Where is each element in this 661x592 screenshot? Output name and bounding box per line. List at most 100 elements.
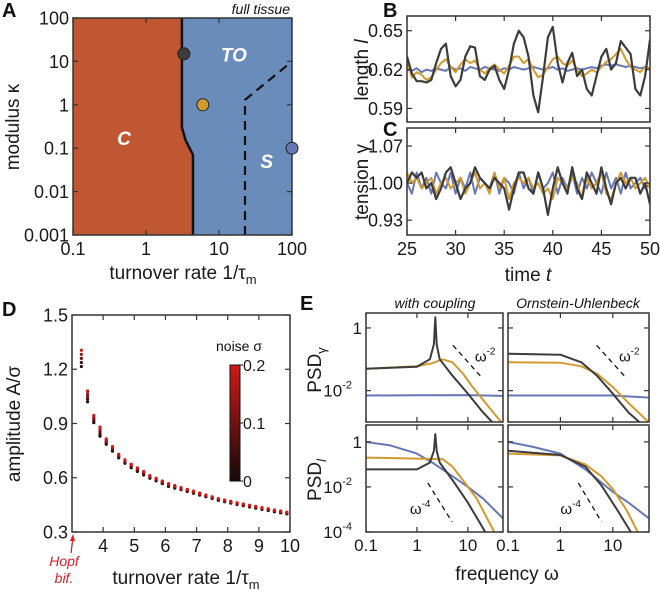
amplitude-point	[285, 510, 289, 514]
region-label-s: S	[260, 152, 273, 173]
panel-c-x-tick-label: 45	[591, 239, 611, 259]
amplitude-point	[254, 504, 258, 508]
panel-e-l-ou-series-dark	[508, 449, 632, 532]
amplitude-point	[129, 462, 133, 466]
panel-e-gamma-ou-series-dark	[508, 352, 640, 422]
panel-e-l-coupling-slope-label: ω-4	[410, 499, 431, 518]
panel-e-l-ou-x-tick-label: 10	[603, 536, 622, 555]
panel-c-xlabel-var: t	[546, 265, 552, 286]
panel-e-l-coupling-tick-exponent: -2	[342, 476, 352, 488]
amplitude-point	[185, 487, 189, 491]
amplitude-point	[229, 499, 233, 503]
panel-b-ylabel-main: length	[352, 49, 373, 101]
panel-e-l-coupling-x-tick-label: 10	[458, 536, 477, 555]
amplitude-point	[179, 485, 183, 490]
panel-c-x-tick-label: 25	[397, 239, 417, 259]
panel-e-l-coupling-tick-label: 1	[353, 433, 362, 452]
panel-a-frame	[72, 17, 293, 236]
panel-e-gamma-coupling-slope-guide	[452, 344, 484, 380]
amplitude-point	[241, 502, 245, 506]
panel-e-gamma-ou-slope-guide	[596, 344, 628, 380]
panel-e-gamma-coupling-slope-label: ω-2	[475, 346, 496, 365]
panel-e-l-ou-slope-exponent: -4	[572, 499, 581, 510]
amplitude-point	[173, 483, 177, 488]
panel-d-x-tick-label: 6	[160, 536, 170, 556]
panel-c-x-tick-label: 35	[494, 239, 514, 259]
state-point-yellow	[196, 98, 210, 112]
panel-e-l-ou-series-yellow	[508, 452, 639, 532]
panel-e-gamma-coupling-slope-exponent: -2	[487, 346, 496, 357]
panel-e-ylabel-gamma: PSDγ	[305, 347, 329, 393]
psd-l-sub: l	[314, 458, 329, 462]
amplitude-point	[98, 434, 102, 438]
panel-c-xlabel: time t	[505, 265, 552, 286]
panel-e-l-coupling-x-tick-label: 1	[412, 536, 421, 555]
panel-e-col-title-coupling: with coupling	[395, 295, 476, 311]
panel-e-gamma-ou-slope-exponent: -2	[631, 346, 640, 357]
panel-label-e: E	[300, 293, 313, 315]
panel-d-y-tick-label: 0.3	[43, 522, 68, 542]
panel-a-xlabel-main: turnover rate 1/τ	[109, 263, 246, 284]
panel-d-y-tick-label: 1.5	[43, 305, 68, 325]
amplitude-point	[79, 352, 83, 356]
amplitude-point	[85, 397, 90, 401]
panel-d-x-tick-label: 4	[98, 536, 108, 556]
panel-a-x-tick-label: 1	[141, 239, 151, 259]
panel-a-title: full tissue	[232, 1, 291, 17]
panel-e-l-coupling-slope-exponent: -4	[422, 499, 431, 510]
amplitude-point	[110, 444, 115, 449]
panel-d-x-tick-label: 7	[192, 536, 202, 556]
amplitude-point	[98, 432, 102, 436]
panel-a-ylabel: modulus κ	[3, 83, 24, 170]
panel-e-gamma-coupling-series-blue	[366, 394, 503, 397]
panel-b-y-tick-label: 0.65	[368, 21, 403, 41]
panel-c-frame	[406, 127, 651, 236]
panel-b-y-tick-label: 0.59	[368, 99, 403, 119]
panel-a-y-tick-label: 100	[39, 8, 69, 28]
panel-c-y-tick-label: 0.93	[368, 211, 403, 231]
panel-e-l-coupling-series-yellow	[366, 456, 496, 532]
phase-boundary-dashed	[243, 60, 293, 235]
panel-d-y-tick-label: 0.6	[43, 468, 68, 488]
panel-e-l-coupling-x-tick-label: 0.1	[354, 536, 378, 555]
panel-d-x-tick-label: 9	[254, 536, 264, 556]
amplitude-point	[98, 425, 102, 429]
panel-a-x-tick-label: 10	[209, 239, 229, 259]
panel-d-frame	[71, 314, 291, 533]
panel-d-xlabel-main: turnover rate 1/τ	[112, 568, 249, 589]
amplitude-point	[85, 394, 90, 398]
panel-e-l-ou-slope-label: ω-4	[560, 499, 581, 518]
hopf-annotation-line1: Hopf	[49, 553, 81, 569]
panel-e-l-coupling-tick-label: 10-2	[323, 476, 352, 497]
region-label-to: TO	[221, 45, 247, 66]
panel-d-y-tick-label: 1.2	[43, 360, 68, 380]
amplitude-point	[142, 469, 146, 474]
panel-d-ylabel: amplitude A/σ	[4, 366, 25, 483]
panel-e-l-ou-x-tick-label: 1	[556, 536, 565, 555]
panel-d-xlabel-sub: m	[249, 577, 260, 592]
panel-e-l-coupling-series-blue	[366, 440, 503, 520]
panel-b-frame	[406, 15, 651, 123]
panel-a-y-tick-label: 0.01	[34, 182, 69, 202]
panel-d-y-tick-label: 0.9	[43, 414, 68, 434]
panel-c-x-tick-label: 50	[640, 239, 660, 259]
amplitude-point	[79, 356, 83, 360]
psd-gamma-sub: γ	[314, 347, 329, 354]
panel-label-c: C	[383, 119, 397, 141]
amplitude-point	[266, 507, 270, 511]
panel-e-gamma-coupling-tick-label: 10-2	[323, 380, 352, 401]
panel-b-series-dark	[407, 25, 650, 114]
amplitude-point	[148, 473, 152, 478]
panel-e-gamma-ou-series-blue	[508, 394, 649, 399]
amplitude-point	[279, 509, 283, 513]
panel-label-d: D	[2, 299, 16, 321]
amplitude-point	[85, 400, 90, 404]
phase-boundary-solid	[180, 18, 195, 235]
panel-c-y-tick-label: 1.00	[368, 174, 403, 194]
colorbar	[229, 364, 241, 482]
region-c	[73, 18, 193, 235]
amplitude-point	[117, 452, 121, 456]
panel-c-xlabel-main: time	[505, 265, 541, 286]
